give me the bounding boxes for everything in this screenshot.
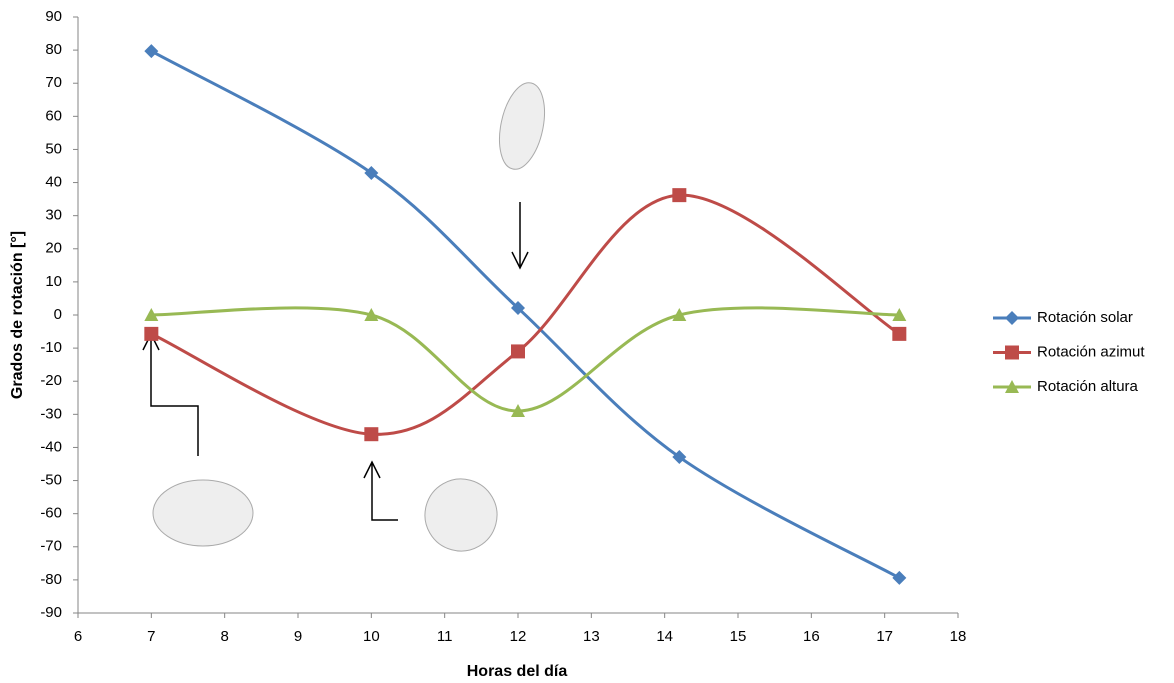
x-tick-label: 11 — [437, 628, 453, 645]
y-tick-label: 10 — [45, 273, 62, 290]
arrow — [511, 202, 529, 270]
marker — [364, 308, 379, 321]
marker — [144, 308, 159, 321]
y-tick-label: 0 — [54, 306, 62, 323]
x-tick-label: 13 — [583, 628, 600, 645]
marker — [672, 188, 687, 203]
x-tick-label: 17 — [876, 628, 893, 645]
y-tick-label: 90 — [45, 8, 62, 25]
x-tick-label: 7 — [147, 628, 155, 645]
marker — [144, 44, 159, 59]
legend-marker — [1005, 311, 1019, 325]
legend-marker — [1005, 345, 1019, 360]
y-tick-label: 80 — [45, 41, 62, 58]
annotations — [142, 82, 545, 552]
marker — [511, 301, 525, 316]
y-tick-label: -90 — [40, 604, 62, 621]
arrow — [363, 460, 398, 521]
marker — [364, 165, 379, 180]
x-tick-label: 12 — [510, 628, 527, 645]
legend-label: Rotación solar — [1037, 309, 1133, 326]
x-tick-label: 14 — [656, 628, 673, 645]
x-axis-title: Horas del día — [467, 663, 568, 680]
x-tick-label: 18 — [950, 628, 967, 645]
y-tick-label: 30 — [45, 207, 62, 224]
x-tick-label: 9 — [294, 628, 302, 645]
y-tick-label: -40 — [40, 438, 62, 455]
y-tick-label: -80 — [40, 571, 62, 588]
x-tick-label: 8 — [220, 628, 228, 645]
marker — [511, 344, 525, 359]
y-axis-title: Grados de rotación [°] — [9, 231, 26, 399]
marker — [511, 404, 525, 418]
y-tick-label: -70 — [40, 538, 62, 555]
y-tick-label: -20 — [40, 372, 62, 389]
x-tick-label: 6 — [74, 628, 82, 645]
marker — [672, 308, 687, 321]
marker — [364, 427, 379, 442]
x-tick-label: 16 — [803, 628, 820, 645]
y-tick-label: 40 — [45, 174, 62, 191]
y-tick-label: -30 — [40, 405, 62, 422]
marker — [892, 570, 907, 585]
y-tick-label: -50 — [40, 472, 62, 489]
legend-label: Rotación altura — [1037, 378, 1139, 395]
marker — [144, 326, 159, 341]
legend-label: Rotación azimut — [1037, 343, 1145, 360]
y-tick-label: 50 — [45, 140, 62, 157]
y-tick-label: -10 — [40, 339, 62, 356]
y-tick-label: 20 — [45, 240, 62, 257]
marker — [672, 450, 687, 465]
ellipsoid-figure — [424, 478, 498, 552]
arrow — [142, 332, 199, 456]
ellipsoid-figure — [499, 82, 545, 170]
y-tick-label: 70 — [45, 74, 62, 91]
x-tick-label: 15 — [730, 628, 747, 645]
marker — [892, 326, 907, 341]
ellipsoid-figure — [152, 479, 254, 547]
y-tick-label: 60 — [45, 107, 62, 124]
x-tick-label: 10 — [363, 628, 380, 645]
marker — [892, 308, 907, 321]
legend-marker — [1005, 380, 1019, 393]
y-tick-label: -60 — [40, 505, 62, 522]
